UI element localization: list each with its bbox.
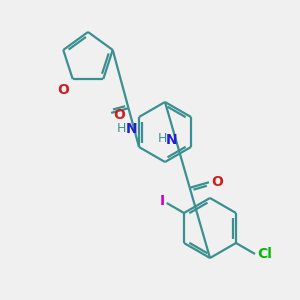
- Text: H: H: [116, 122, 126, 135]
- Text: I: I: [160, 194, 165, 208]
- Text: N: N: [165, 133, 177, 147]
- Text: Cl: Cl: [257, 247, 272, 261]
- Text: H: H: [158, 133, 167, 146]
- Text: O: O: [113, 108, 125, 122]
- Text: O: O: [57, 83, 69, 97]
- Text: O: O: [211, 175, 223, 189]
- Text: N: N: [125, 122, 137, 136]
